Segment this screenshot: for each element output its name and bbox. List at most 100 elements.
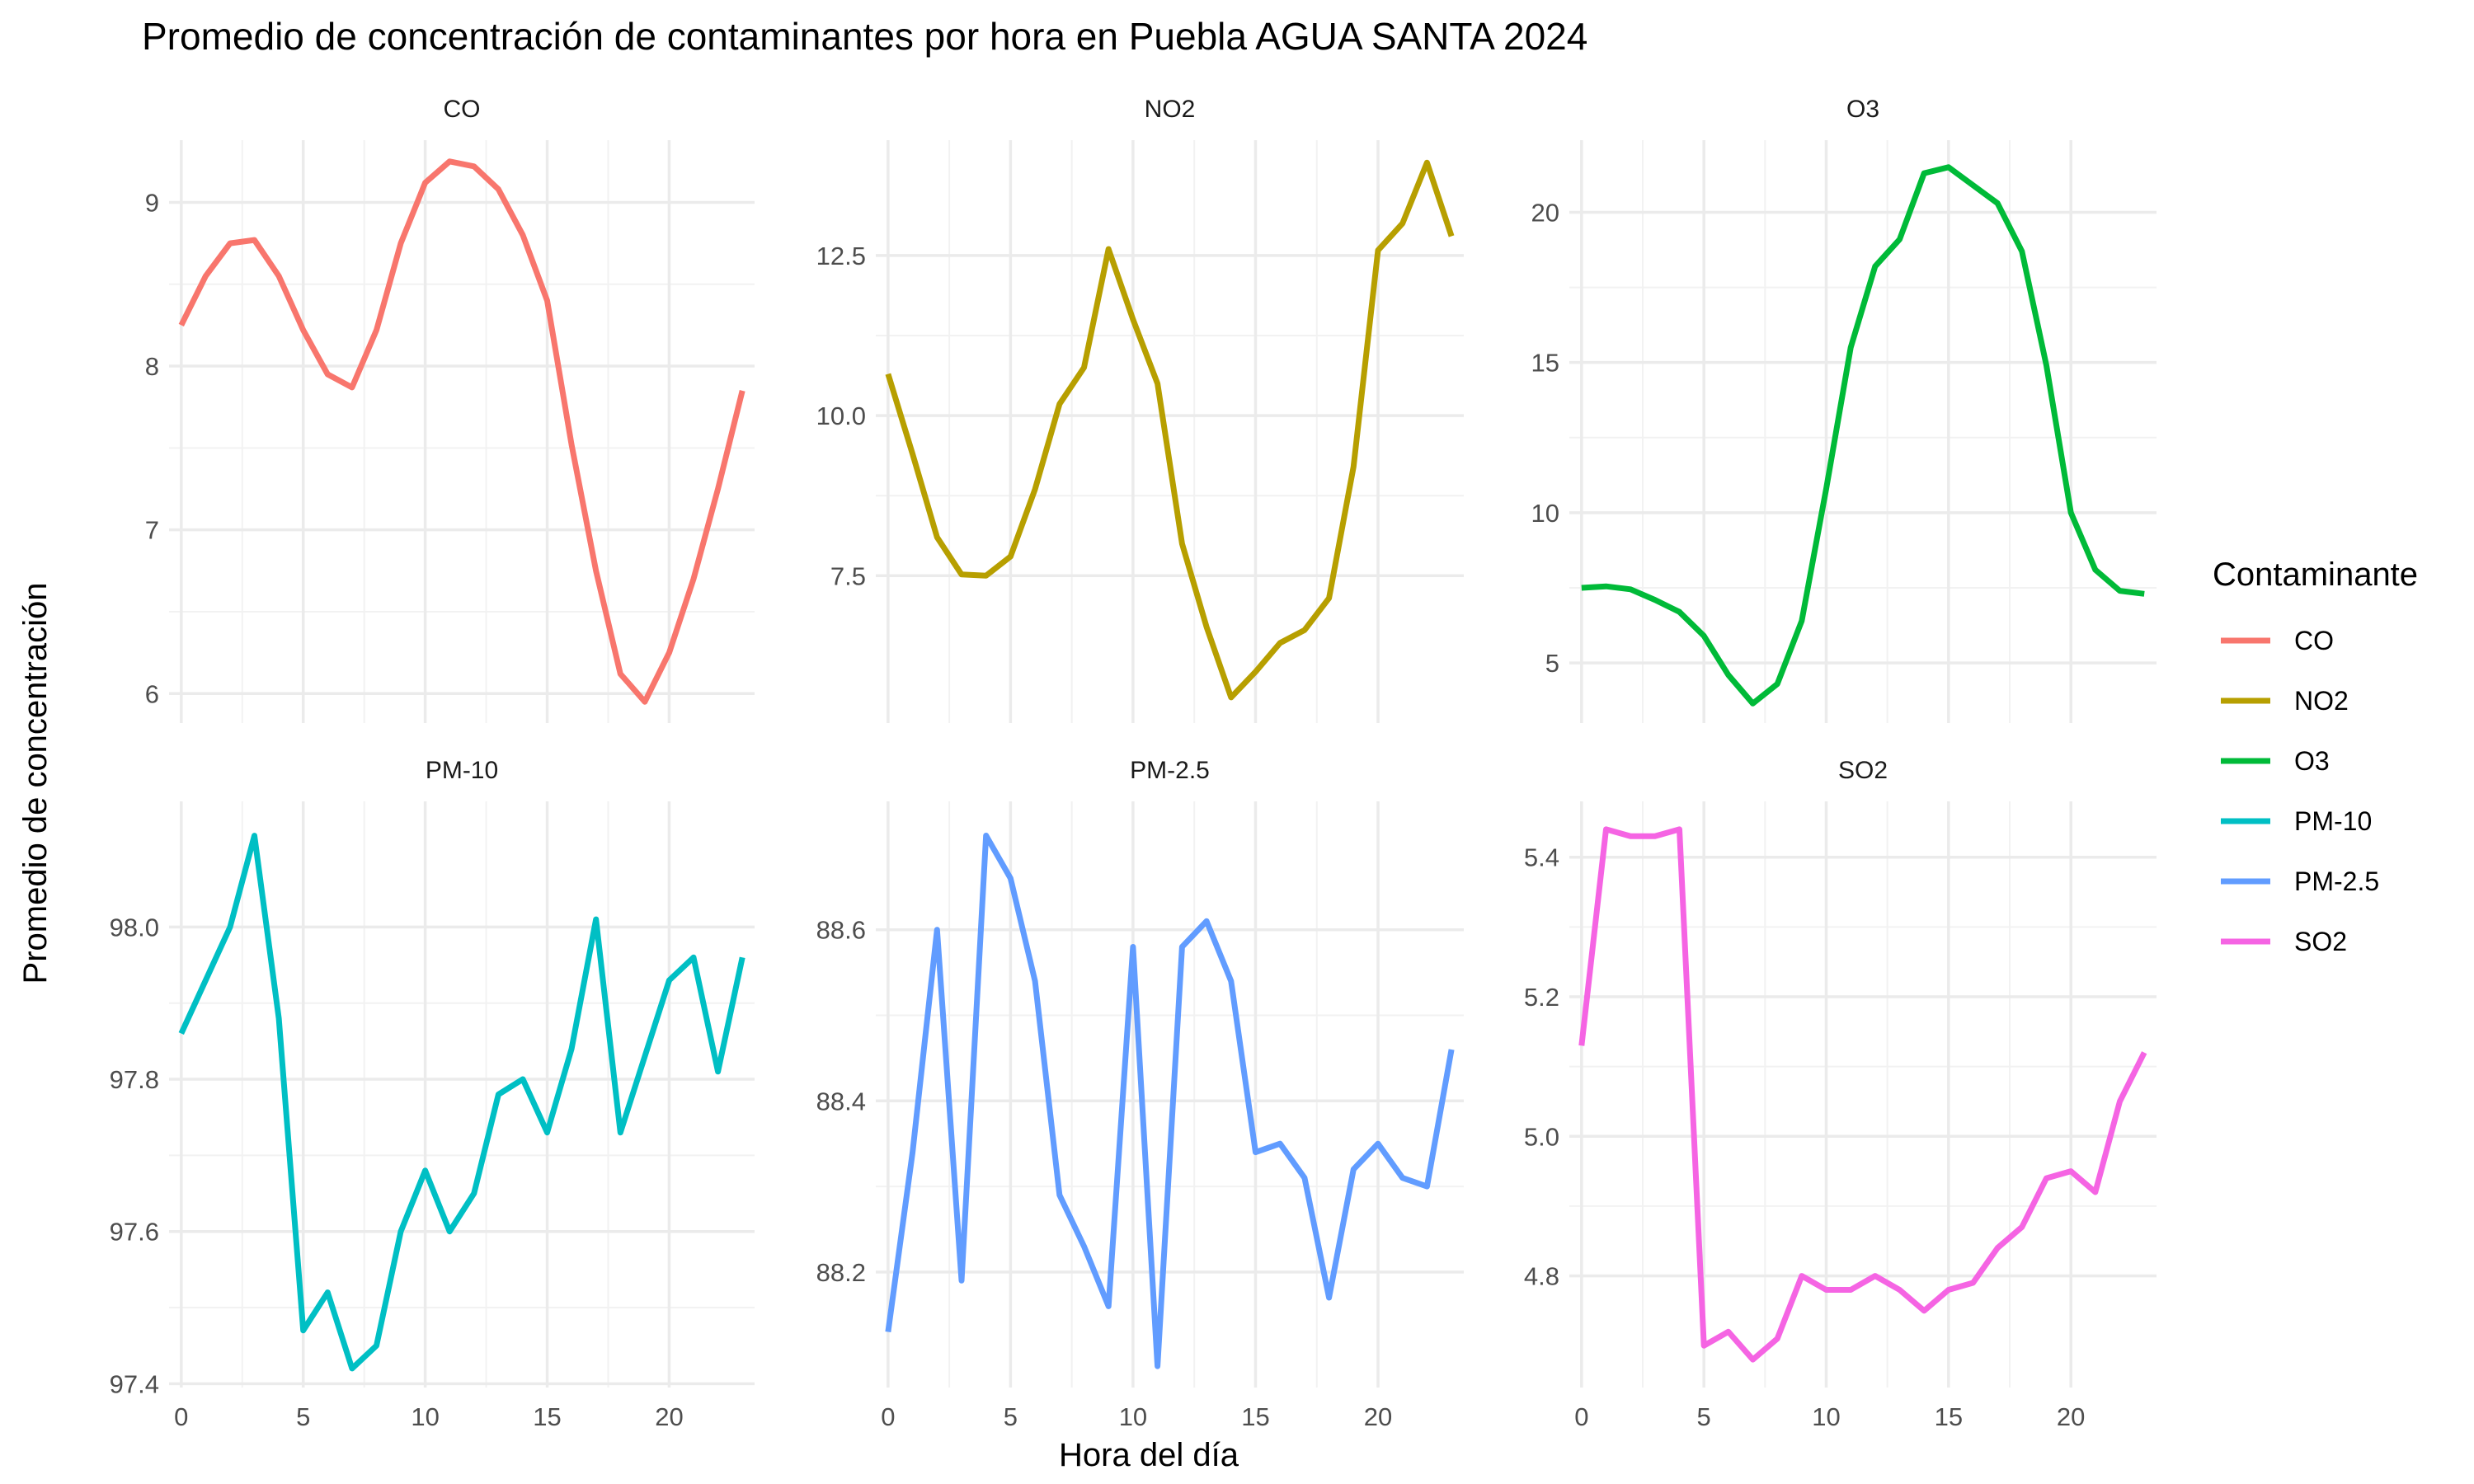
data-point: [398, 1228, 404, 1234]
panel-title-o3: O3: [1846, 96, 1879, 123]
x-tick-label: 20: [1364, 1402, 1392, 1431]
series-line-no2: [885, 159, 1455, 701]
legend-item-pm-2-5: PM-2.5: [2221, 866, 2379, 896]
data-point: [691, 955, 697, 960]
data-point: [1775, 1336, 1780, 1341]
data-point: [471, 163, 477, 169]
panel-title-so2: SO2: [1838, 757, 1888, 784]
data-point: [1056, 402, 1062, 407]
data-point: [1130, 317, 1136, 322]
data-point: [958, 571, 964, 577]
data-point: [1945, 164, 1951, 170]
y-tick-label: 97.8: [110, 1065, 159, 1094]
y-tick-label: 7: [145, 516, 159, 545]
data-point: [252, 237, 257, 243]
panel-pm-2-5: PM-2.5 88.2 88.4 88.6 0 5 10 15 20: [816, 757, 1464, 1431]
data-point: [618, 1129, 623, 1135]
x-tick-label: 5: [1004, 1402, 1018, 1431]
data-point: [2142, 1050, 2147, 1055]
series-line-pm-2-5: [885, 833, 1455, 1369]
minor-gridlines-so2: [1569, 801, 2157, 1388]
data-point: [520, 232, 525, 238]
panel-pm-10: PM-10 97.4 97.6 97.8 98.0 0 5 10 15 20: [110, 757, 755, 1431]
data-point: [642, 699, 647, 705]
data-point: [593, 917, 599, 923]
data-point: [544, 1129, 550, 1135]
data-point: [2092, 1190, 2098, 1195]
data-point: [1008, 876, 1014, 881]
data-point: [2019, 1224, 2025, 1230]
panel-title-pm-10: PM-10: [426, 757, 498, 784]
data-point: [2117, 1098, 2123, 1104]
data-point: [1677, 826, 1682, 832]
data-point: [1253, 669, 1258, 674]
data-point: [1204, 624, 1210, 630]
y-tick-label: 5.0: [1524, 1122, 1559, 1151]
legend-items: CO NO2 O3 PM-10 PM-2.5 SO2: [2221, 626, 2379, 956]
facet-panels: CO6789NO27.510.012.5O35101520PM-1097.497…: [110, 96, 2157, 1431]
data-point: [227, 241, 233, 247]
major-gridlines-pm-2-5: [876, 801, 1464, 1388]
data-point: [1399, 221, 1405, 227]
data-point: [276, 273, 282, 279]
data-point: [447, 158, 453, 164]
data-point: [1750, 701, 1756, 707]
y-tick-label: 10.0: [816, 402, 866, 430]
data-point: [1376, 1141, 1381, 1147]
data-point: [1628, 834, 1634, 839]
data-point: [325, 371, 331, 377]
data-point: [374, 327, 379, 333]
data-point: [666, 650, 672, 655]
data-point: [1301, 1175, 1307, 1181]
data-point: [520, 1077, 525, 1082]
data-point: [1970, 1280, 1976, 1286]
data-point: [2092, 567, 2098, 573]
data-point: [934, 534, 940, 540]
y-axis-title: Promedio de concentración: [17, 583, 54, 984]
data-point: [544, 298, 550, 303]
data-point: [1326, 595, 1332, 601]
data-point: [300, 1327, 306, 1333]
data-point: [1725, 672, 1731, 678]
data-point: [1449, 1047, 1455, 1053]
data-point: [1277, 1141, 1283, 1147]
data-point: [983, 573, 989, 579]
data-point: [1603, 584, 1609, 589]
data-point: [910, 1149, 915, 1155]
legend-label-pm-2-5: PM-2.5: [2294, 866, 2379, 896]
data-point: [1921, 171, 1927, 176]
panel-o3: O3 5 10 15 20: [1531, 96, 2157, 723]
data-point: [885, 371, 891, 377]
data-point: [593, 568, 599, 574]
y-tick-label: 88.6: [816, 916, 866, 945]
data-point: [934, 927, 940, 932]
data-point: [471, 1190, 477, 1196]
data-point: [958, 1278, 964, 1284]
y-tick-label: 98.0: [110, 913, 159, 942]
data-point: [496, 186, 501, 192]
panel-so2: SO2 4.8 5.0 5.2 5.4 0 5 10 15 20: [1524, 757, 2157, 1431]
data-point: [1775, 681, 1780, 687]
data-point: [1872, 1273, 1878, 1279]
x-axis-title: Hora del día: [1059, 1437, 1239, 1473]
data-point: [1603, 826, 1609, 832]
y-tick-labels-pm-10: 97.4 97.6 97.8 98.0: [110, 913, 159, 1398]
y-tick-label: 10: [1531, 499, 1559, 528]
x-tick-label: 5: [296, 1402, 310, 1431]
data-point: [1750, 1357, 1756, 1363]
data-point: [1106, 1303, 1112, 1309]
data-point: [1970, 182, 1976, 188]
x-tick-labels-pm-10: 0 5 10 15 20: [174, 1402, 684, 1431]
data-point: [1399, 1175, 1405, 1181]
data-point: [349, 1365, 355, 1371]
data-point: [2068, 510, 2074, 515]
data-point: [1032, 978, 1038, 984]
data-point: [276, 1016, 282, 1021]
data-point: [691, 576, 697, 582]
y-tick-label: 4.8: [1524, 1262, 1559, 1291]
y-tick-labels-no2: 7.5 10.0 12.5: [816, 242, 866, 590]
panel-title-no2: NO2: [1145, 96, 1196, 123]
series-line-co: [178, 158, 745, 705]
data-point: [1799, 1273, 1804, 1279]
data-point: [1179, 541, 1185, 547]
